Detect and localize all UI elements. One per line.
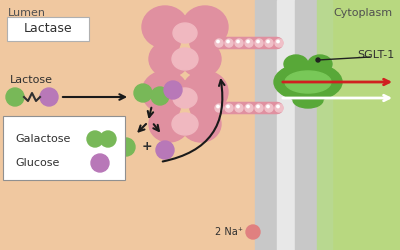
- Ellipse shape: [293, 92, 323, 108]
- Circle shape: [217, 40, 219, 43]
- Circle shape: [267, 40, 269, 43]
- Circle shape: [247, 40, 249, 43]
- Bar: [295, 0, 317, 250]
- Circle shape: [227, 40, 229, 43]
- Text: Galactose: Galactose: [15, 134, 70, 144]
- Text: Lumen: Lumen: [8, 8, 46, 18]
- Circle shape: [134, 84, 152, 102]
- Circle shape: [215, 39, 223, 47]
- Circle shape: [87, 131, 103, 147]
- Text: Lactose: Lactose: [10, 75, 53, 85]
- Circle shape: [100, 131, 116, 147]
- Ellipse shape: [181, 41, 221, 77]
- Circle shape: [245, 104, 253, 112]
- Ellipse shape: [172, 113, 198, 135]
- Circle shape: [265, 39, 273, 47]
- Ellipse shape: [142, 71, 188, 113]
- Bar: [317, 0, 332, 250]
- Text: Lactase: Lactase: [24, 22, 72, 36]
- Circle shape: [215, 104, 223, 112]
- Wedge shape: [179, 100, 191, 118]
- Ellipse shape: [182, 71, 228, 113]
- Circle shape: [91, 154, 109, 172]
- Circle shape: [275, 39, 283, 47]
- Circle shape: [235, 104, 243, 112]
- Circle shape: [277, 40, 279, 43]
- Ellipse shape: [173, 88, 197, 108]
- Circle shape: [156, 141, 174, 159]
- Ellipse shape: [182, 6, 228, 48]
- Circle shape: [275, 104, 283, 112]
- Ellipse shape: [274, 63, 342, 101]
- Bar: [255, 0, 277, 250]
- Bar: [0, 0, 255, 250]
- Text: +: +: [142, 140, 152, 153]
- Circle shape: [255, 39, 263, 47]
- Ellipse shape: [172, 48, 198, 70]
- Ellipse shape: [142, 6, 188, 48]
- Circle shape: [246, 225, 260, 239]
- Circle shape: [225, 104, 233, 112]
- Ellipse shape: [285, 71, 331, 93]
- Circle shape: [225, 39, 233, 47]
- Wedge shape: [179, 35, 191, 53]
- Circle shape: [237, 40, 239, 43]
- Circle shape: [235, 39, 243, 47]
- Circle shape: [267, 105, 269, 108]
- Circle shape: [164, 81, 182, 99]
- FancyBboxPatch shape: [3, 116, 125, 180]
- Circle shape: [6, 88, 24, 106]
- Ellipse shape: [308, 55, 332, 73]
- Circle shape: [257, 40, 259, 43]
- Circle shape: [117, 138, 135, 156]
- Text: Cytoplasm: Cytoplasm: [333, 8, 392, 18]
- FancyBboxPatch shape: [7, 17, 89, 41]
- Bar: [332, 0, 400, 250]
- Ellipse shape: [149, 106, 189, 142]
- Circle shape: [40, 88, 58, 106]
- Ellipse shape: [173, 23, 197, 43]
- Circle shape: [316, 58, 320, 62]
- Circle shape: [265, 104, 273, 112]
- Text: Glucose: Glucose: [15, 158, 59, 168]
- Ellipse shape: [181, 106, 221, 142]
- Ellipse shape: [149, 41, 189, 77]
- Circle shape: [245, 39, 253, 47]
- Circle shape: [237, 105, 239, 108]
- Circle shape: [257, 105, 259, 108]
- Text: 2 Na⁺: 2 Na⁺: [215, 227, 243, 237]
- Circle shape: [217, 105, 219, 108]
- Circle shape: [227, 105, 229, 108]
- Bar: [277, 0, 295, 250]
- Circle shape: [277, 105, 279, 108]
- Circle shape: [151, 87, 169, 105]
- Circle shape: [247, 105, 249, 108]
- Text: SGLT-1: SGLT-1: [358, 50, 395, 60]
- Ellipse shape: [284, 55, 308, 73]
- Circle shape: [255, 104, 263, 112]
